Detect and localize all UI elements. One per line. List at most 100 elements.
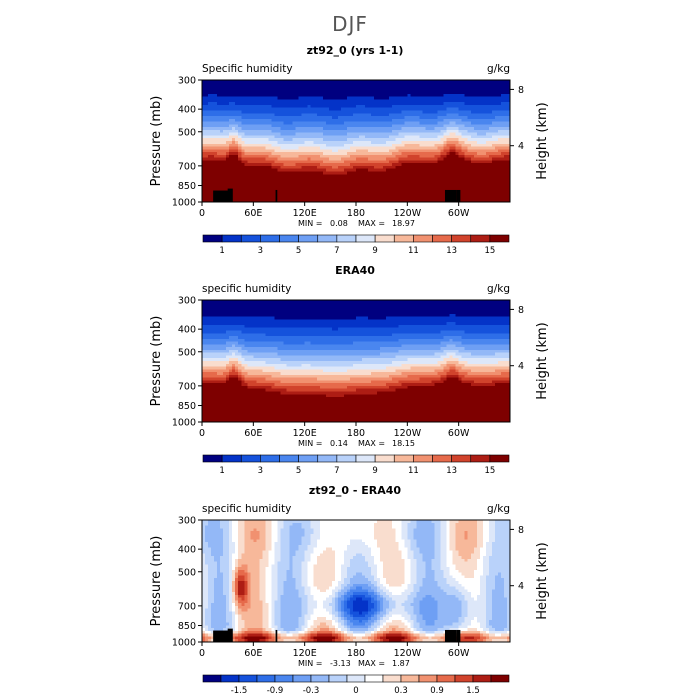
heatmap-cell bbox=[328, 138, 333, 142]
heatmap-cell bbox=[226, 135, 230, 139]
heatmap-cell bbox=[440, 168, 445, 173]
heatmap-cell bbox=[392, 99, 396, 103]
heatmap-cell bbox=[377, 138, 381, 142]
heatmap-cell bbox=[265, 311, 270, 315]
heatmap-cell bbox=[229, 152, 233, 156]
heatmap-cell bbox=[422, 141, 427, 145]
heatmap-cell bbox=[247, 93, 251, 98]
heatmap-cell bbox=[464, 185, 469, 189]
heatmap-cell bbox=[452, 80, 457, 84]
heatmap-cell bbox=[371, 188, 375, 192]
heatmap-cell bbox=[274, 88, 279, 92]
heatmap-cell bbox=[319, 196, 324, 200]
heatmap-cell bbox=[307, 113, 312, 117]
heatmap-cell bbox=[386, 104, 390, 109]
heatmap-cell bbox=[250, 82, 254, 87]
heatmap-cell bbox=[461, 182, 466, 186]
heatmap-cell bbox=[223, 118, 227, 123]
heatmap-cell bbox=[380, 165, 384, 170]
heatmap-cell bbox=[434, 305, 439, 309]
heatmap-cell bbox=[352, 182, 357, 186]
heatmap-cell bbox=[371, 93, 375, 98]
heatmap-cell bbox=[479, 177, 484, 181]
heatmap-cell bbox=[431, 305, 436, 309]
heatmap-cell bbox=[241, 188, 245, 192]
heatmap-cell bbox=[292, 88, 297, 92]
heatmap-cell bbox=[292, 157, 297, 162]
heatmap-cell bbox=[334, 93, 339, 98]
heatmap-cell bbox=[226, 127, 230, 131]
heatmap-cell bbox=[226, 110, 230, 114]
heatmap-cell bbox=[470, 141, 475, 145]
heatmap-cell bbox=[449, 107, 454, 112]
heatmap-cell bbox=[331, 85, 336, 89]
heatmap-cell bbox=[244, 193, 248, 198]
heatmap-cell bbox=[238, 107, 242, 112]
heatmap-cell bbox=[304, 168, 309, 173]
heatmap-cell bbox=[316, 171, 321, 175]
heatmap-cell bbox=[298, 179, 303, 184]
heatmap-cell bbox=[343, 91, 348, 95]
heatmap-cell bbox=[440, 110, 445, 114]
heatmap-cell bbox=[325, 146, 330, 150]
heatmap-cell bbox=[295, 193, 300, 198]
heatmap-cell bbox=[313, 129, 318, 134]
heatmap-cell bbox=[494, 171, 499, 175]
heatmap-cell bbox=[301, 174, 306, 178]
heatmap-cell bbox=[380, 107, 384, 112]
heatmap-cell bbox=[226, 104, 230, 109]
heatmap-cell bbox=[491, 102, 496, 106]
heatmap-cell bbox=[340, 305, 345, 309]
heatmap-cell bbox=[304, 135, 309, 139]
heatmap-cell bbox=[268, 91, 273, 95]
heatmap-cell bbox=[202, 305, 206, 309]
heatmap-cell bbox=[485, 160, 490, 164]
heatmap-cell bbox=[446, 88, 451, 92]
heatmap-cell bbox=[371, 129, 375, 134]
heatmap-cell bbox=[443, 107, 448, 112]
heatmap-cell bbox=[422, 91, 427, 95]
heatmap-cell bbox=[482, 179, 487, 184]
heatmap-cell bbox=[497, 308, 502, 312]
heatmap-cell bbox=[268, 124, 273, 128]
heatmap-cell bbox=[295, 110, 300, 114]
heatmap-cell bbox=[283, 308, 288, 312]
heatmap-cell bbox=[331, 196, 336, 200]
heatmap-cell bbox=[334, 154, 339, 159]
heatmap-cell bbox=[328, 185, 333, 189]
heatmap-cell bbox=[374, 104, 378, 109]
heatmap-cell bbox=[491, 179, 496, 184]
heatmap-cell bbox=[419, 124, 424, 128]
heatmap-cell bbox=[437, 121, 442, 125]
heatmap-cell bbox=[262, 88, 267, 92]
heatmap-cell bbox=[359, 85, 363, 89]
heatmap-cell bbox=[404, 82, 408, 87]
heatmap-cell bbox=[247, 152, 251, 156]
heatmap-cell bbox=[365, 300, 369, 304]
heatmap-cell bbox=[413, 135, 417, 139]
heatmap-cell bbox=[452, 91, 457, 95]
heatmap-cell bbox=[223, 160, 227, 164]
heatmap-cell bbox=[241, 135, 245, 139]
heatmap-cell bbox=[313, 138, 318, 142]
colorbar-label: 5 bbox=[296, 246, 301, 256]
heatmap-cell bbox=[386, 88, 390, 92]
heatmap-cell bbox=[331, 118, 336, 123]
heatmap-cell bbox=[205, 88, 209, 92]
heatmap-cell bbox=[241, 196, 245, 200]
heatmap-cell bbox=[205, 91, 209, 95]
heatmap-cell bbox=[452, 165, 457, 170]
heatmap-cell bbox=[479, 135, 484, 139]
heatmap-cell bbox=[398, 146, 402, 150]
heatmap-cell bbox=[422, 110, 427, 114]
heatmap-cell bbox=[503, 104, 508, 109]
heatmap-cell bbox=[244, 118, 248, 123]
heatmap-cell bbox=[298, 85, 303, 89]
heatmap-cell bbox=[506, 118, 511, 123]
heatmap-cell bbox=[247, 182, 251, 186]
heatmap-cell bbox=[250, 124, 254, 128]
heatmap-cell bbox=[374, 199, 378, 203]
heatmap-cell bbox=[292, 185, 297, 189]
heatmap-cell bbox=[226, 149, 230, 153]
heatmap-cell bbox=[349, 182, 354, 186]
